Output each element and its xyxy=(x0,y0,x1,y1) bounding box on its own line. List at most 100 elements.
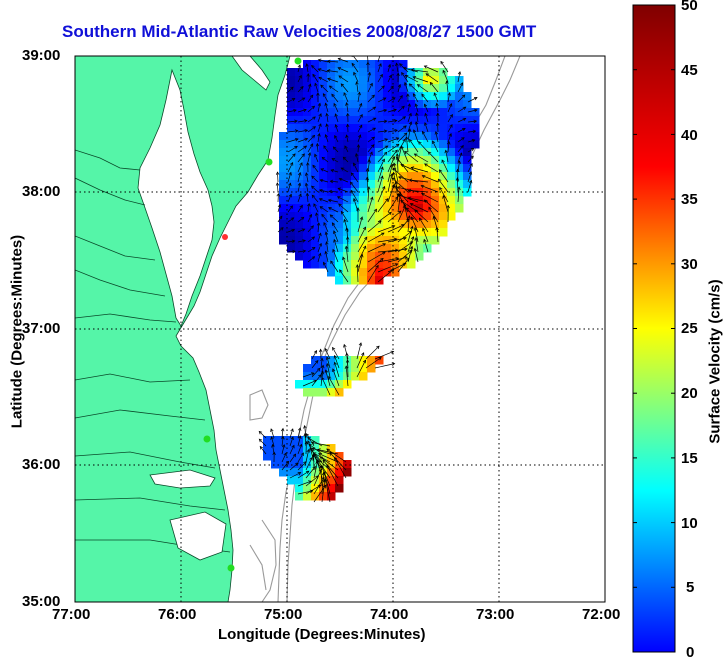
velocity-cell xyxy=(319,116,328,125)
velocity-cell xyxy=(279,196,288,205)
velocity-cell xyxy=(303,124,312,133)
velocity-cell xyxy=(295,84,304,93)
velocity-cell xyxy=(303,212,312,221)
velocity-cell xyxy=(439,220,448,229)
x-tick-label: 75:00 xyxy=(264,606,302,623)
velocity-cell xyxy=(271,452,280,461)
velocity-cell xyxy=(431,92,440,101)
velocity-cell xyxy=(375,116,384,125)
velocity-cell xyxy=(319,204,328,213)
velocity-cell xyxy=(343,172,352,181)
velocity-cell xyxy=(335,388,344,397)
velocity-cell xyxy=(359,196,368,205)
velocity-cell xyxy=(295,196,304,205)
velocity-cell xyxy=(455,172,464,181)
velocity-cell xyxy=(303,220,312,229)
velocity-cell xyxy=(327,476,336,485)
velocity-cell xyxy=(303,260,312,269)
velocity-cell xyxy=(327,68,336,77)
velocity-cell xyxy=(287,220,296,229)
velocity-cell xyxy=(399,108,408,117)
velocity-cell xyxy=(319,68,328,77)
x-tick-label: 76:00 xyxy=(158,606,196,623)
velocity-cell xyxy=(447,164,456,173)
velocity-cell xyxy=(287,132,296,141)
velocity-cell xyxy=(447,196,456,205)
velocity-cell xyxy=(351,116,360,125)
colorbar-tick-label: 25 xyxy=(681,320,698,337)
velocity-cell xyxy=(455,100,464,109)
colorbar-tick-label: 35 xyxy=(681,191,698,208)
y-tick-label: 37:00 xyxy=(22,320,60,337)
velocity-cell xyxy=(303,100,312,109)
velocity-cell xyxy=(455,196,464,205)
velocity-cell xyxy=(343,60,352,69)
velocity-cell xyxy=(279,212,288,221)
velocity-cell xyxy=(359,372,368,381)
velocity-cell xyxy=(463,156,472,165)
velocity-cell xyxy=(335,92,344,101)
velocity-cell xyxy=(375,60,384,69)
velocity-cell xyxy=(383,84,392,93)
velocity-cell xyxy=(263,436,272,445)
velocity-cell xyxy=(287,68,296,77)
velocity-cell xyxy=(279,172,288,181)
velocity-cell xyxy=(271,460,280,469)
velocity-cell xyxy=(399,220,408,229)
velocity-cell xyxy=(455,84,464,93)
velocity-cell xyxy=(367,356,376,365)
velocity-cell xyxy=(279,164,288,173)
velocity-cell xyxy=(423,212,432,221)
velocity-cell xyxy=(415,108,424,117)
velocity-cell xyxy=(287,116,296,125)
velocity-cell xyxy=(447,180,456,189)
velocity-cell xyxy=(311,84,320,93)
velocity-arrow xyxy=(278,172,279,182)
velocity-cell xyxy=(311,156,320,165)
velocity-cell xyxy=(375,132,384,141)
velocity-cell xyxy=(439,92,448,101)
station-marker xyxy=(204,436,211,443)
velocity-cell xyxy=(383,68,392,77)
velocity-cell xyxy=(359,60,368,69)
velocity-cell xyxy=(351,164,360,173)
velocity-cell xyxy=(367,156,376,165)
velocity-cell xyxy=(351,372,360,381)
velocity-cell xyxy=(295,252,304,261)
velocity-cell xyxy=(359,156,368,165)
velocity-cell xyxy=(351,132,360,141)
x-tick-label: 72:00 xyxy=(582,606,620,623)
velocity-cell xyxy=(295,212,304,221)
velocity-cell xyxy=(439,108,448,117)
velocity-cell xyxy=(415,68,424,77)
velocity-cell xyxy=(311,252,320,261)
velocity-cell xyxy=(327,116,336,125)
station-marker xyxy=(222,234,228,240)
velocity-cell xyxy=(463,148,472,157)
velocity-cell xyxy=(303,252,312,261)
velocity-cell xyxy=(431,108,440,117)
velocity-cell xyxy=(359,180,368,189)
velocity-cell xyxy=(279,236,288,245)
velocity-cell xyxy=(439,228,448,237)
velocity-cell xyxy=(367,364,376,373)
velocity-cell xyxy=(351,268,360,277)
colorbar-label: Surface Velocity (cm/s) xyxy=(707,247,724,477)
velocity-cell xyxy=(351,236,360,245)
colorbar-tick-label: 50 xyxy=(681,0,698,14)
velocity-cell xyxy=(319,84,328,93)
velocity-cell xyxy=(439,140,448,149)
velocity-cell xyxy=(335,484,344,493)
velocity-cell xyxy=(335,260,344,269)
x-axis-label: Longitude (Degrees:Minutes) xyxy=(218,626,426,643)
velocity-cell xyxy=(455,204,464,213)
velocity-cell xyxy=(343,460,352,469)
velocity-cell xyxy=(335,148,344,157)
velocity-cell xyxy=(295,116,304,125)
velocity-cell xyxy=(343,76,352,85)
velocity-cell xyxy=(327,84,336,93)
velocity-cell xyxy=(303,76,312,85)
velocity-cell xyxy=(351,356,360,365)
velocity-cell xyxy=(311,204,320,213)
velocity-cell xyxy=(311,364,320,373)
